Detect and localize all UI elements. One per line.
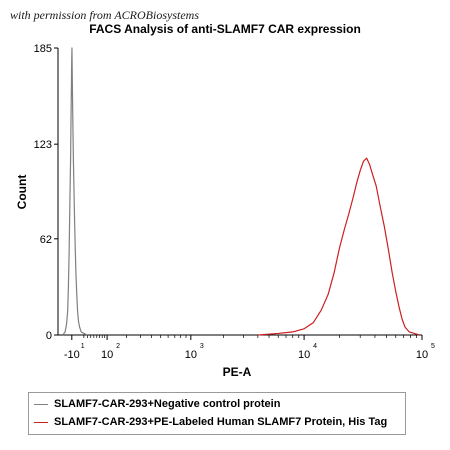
y-tick-label: 185 (34, 43, 52, 55)
legend-item: SLAMF7-CAR-293+PE-Labeled Human SLAMF7 P… (29, 413, 405, 431)
x-tick-exponent: 2 (116, 343, 120, 350)
histogram-slamf7-positive-line (257, 157, 420, 336)
x-tick-label: 10 (185, 349, 197, 361)
legend-item: SLAMF7-CAR-293+Negative control protein (29, 395, 405, 413)
x-tick-label: 10 (298, 349, 310, 361)
y-tick-label: 0 (46, 330, 52, 342)
x-tick-exponent: 4 (313, 343, 317, 350)
series-layer (62, 47, 420, 336)
watermark-text: with permission from ACROBiosystems (10, 8, 200, 22)
y-tick-label: 123 (34, 139, 52, 151)
legend-swatch-positive (34, 421, 48, 423)
legend-swatch-negative (34, 403, 48, 405)
x-axis-label: PE-A (223, 365, 252, 379)
histogram-negative-control-line (62, 47, 88, 336)
x-tick-label: -10 (64, 349, 80, 361)
legend: SLAMF7-CAR-293+Negative control protein … (28, 392, 406, 435)
x-tick-label: 10 (416, 349, 428, 361)
x-tick-exponent: 3 (200, 343, 204, 350)
x-tick-label: 10 (101, 349, 113, 361)
legend-label-positive: SLAMF7-CAR-293+PE-Labeled Human SLAMF7 P… (54, 416, 388, 428)
y-axis-label: Count (15, 175, 29, 210)
legend-label-negative: SLAMF7-CAR-293+Negative control protein (54, 398, 281, 410)
chart-title: FACS Analysis of anti-SLAMF7 CAR express… (89, 22, 361, 36)
x-tick-exponent: 5 (431, 343, 435, 350)
x-tick-exponent: 1 (81, 343, 85, 350)
y-tick-label: 62 (40, 234, 52, 246)
